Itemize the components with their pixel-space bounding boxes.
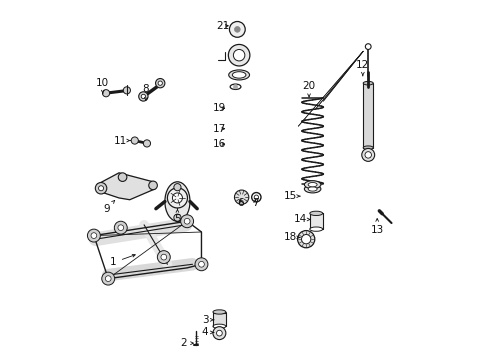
Text: 16: 16: [212, 139, 225, 149]
Text: 11: 11: [114, 136, 130, 145]
Circle shape: [365, 44, 370, 49]
Circle shape: [234, 27, 240, 32]
Circle shape: [143, 140, 150, 147]
Ellipse shape: [307, 183, 317, 187]
Circle shape: [131, 137, 138, 144]
Circle shape: [102, 90, 109, 97]
Text: 15: 15: [283, 191, 299, 201]
Circle shape: [157, 251, 170, 264]
Ellipse shape: [304, 181, 320, 189]
Circle shape: [233, 85, 237, 89]
Circle shape: [102, 272, 115, 285]
Circle shape: [254, 195, 258, 199]
Circle shape: [148, 181, 157, 190]
Circle shape: [174, 184, 181, 191]
Circle shape: [195, 258, 207, 271]
Text: 20: 20: [302, 81, 315, 97]
Circle shape: [198, 261, 204, 267]
Text: 1: 1: [110, 255, 135, 267]
Circle shape: [229, 22, 244, 37]
Text: 19: 19: [212, 103, 225, 113]
Circle shape: [180, 215, 193, 228]
Circle shape: [114, 221, 127, 234]
Ellipse shape: [304, 185, 320, 193]
Circle shape: [99, 186, 103, 191]
Circle shape: [91, 233, 97, 238]
Circle shape: [301, 234, 310, 244]
Text: 3: 3: [202, 315, 213, 325]
Ellipse shape: [309, 211, 322, 216]
Ellipse shape: [228, 70, 249, 80]
Ellipse shape: [164, 182, 190, 221]
Ellipse shape: [363, 81, 372, 85]
Text: 9: 9: [103, 201, 115, 214]
Bar: [309, 213, 322, 229]
Circle shape: [172, 193, 182, 203]
Text: 12: 12: [355, 60, 369, 76]
Text: 2: 2: [180, 338, 193, 348]
Circle shape: [118, 173, 126, 181]
Circle shape: [139, 92, 148, 101]
Ellipse shape: [232, 72, 245, 78]
Circle shape: [184, 219, 190, 224]
Circle shape: [161, 254, 166, 260]
Text: 14: 14: [293, 215, 309, 224]
Ellipse shape: [363, 146, 372, 149]
Text: 10: 10: [96, 78, 109, 94]
Ellipse shape: [212, 324, 225, 328]
Circle shape: [174, 214, 181, 221]
Text: 21: 21: [216, 21, 229, 31]
Bar: [363, 83, 372, 148]
Bar: [212, 313, 225, 326]
Circle shape: [364, 152, 371, 158]
Circle shape: [123, 87, 130, 94]
Text: 17: 17: [212, 124, 225, 134]
Circle shape: [95, 183, 106, 194]
Circle shape: [234, 190, 248, 204]
Circle shape: [212, 327, 225, 339]
Circle shape: [141, 94, 145, 99]
Circle shape: [118, 225, 123, 230]
Circle shape: [251, 193, 261, 202]
Ellipse shape: [309, 227, 322, 231]
Circle shape: [167, 188, 187, 208]
Circle shape: [228, 44, 249, 66]
Text: 18: 18: [283, 232, 299, 242]
Text: 6: 6: [237, 198, 244, 208]
Text: 5: 5: [174, 209, 181, 224]
Circle shape: [297, 230, 314, 248]
Text: 4: 4: [202, 327, 213, 337]
Circle shape: [233, 49, 244, 61]
Ellipse shape: [212, 310, 225, 314]
Circle shape: [361, 148, 374, 161]
Text: 13: 13: [370, 219, 383, 235]
Text: 7: 7: [251, 198, 258, 208]
Circle shape: [158, 81, 162, 85]
Circle shape: [216, 330, 222, 336]
Polygon shape: [97, 173, 155, 200]
Ellipse shape: [307, 187, 317, 191]
Circle shape: [105, 276, 111, 282]
Circle shape: [155, 78, 164, 88]
Text: 8: 8: [142, 84, 149, 100]
Circle shape: [87, 229, 100, 242]
